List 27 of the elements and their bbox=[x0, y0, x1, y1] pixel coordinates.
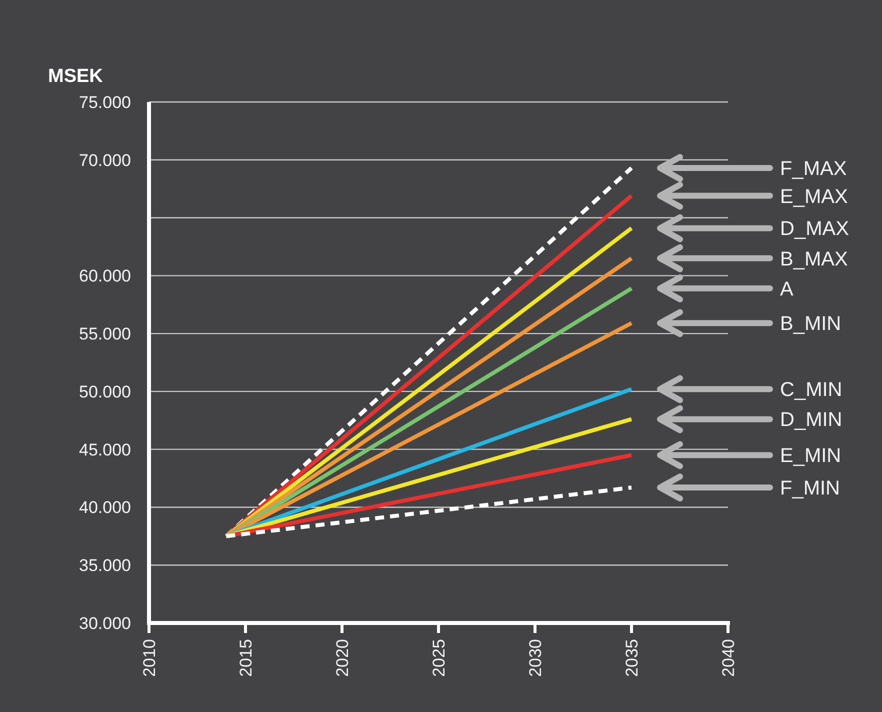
y-tick-label: 35.000 bbox=[79, 556, 131, 576]
y-tick-label: 75.000 bbox=[79, 92, 131, 112]
y-tick-label: 50.000 bbox=[79, 382, 131, 402]
y-tick-label: 70.000 bbox=[79, 150, 131, 170]
x-tick-label: 2020 bbox=[332, 639, 352, 677]
x-tick-label: 2030 bbox=[526, 639, 545, 677]
y-tick-label: 40.000 bbox=[79, 498, 131, 518]
text: F_MIN bbox=[780, 478, 840, 500]
text: D_MAX bbox=[780, 218, 849, 240]
x-tick-label: 2015 bbox=[236, 639, 256, 677]
text: E_MAX bbox=[780, 186, 848, 208]
y-tick-label: 45.000 bbox=[79, 440, 131, 460]
x-tick-label: 2025 bbox=[429, 639, 448, 677]
y-axis-title: MSEK bbox=[48, 66, 104, 87]
y-tick-label: 55.000 bbox=[79, 324, 131, 344]
text: B_MAX bbox=[780, 248, 848, 270]
text: D_MIN bbox=[780, 409, 842, 432]
text: F_MAX bbox=[780, 158, 847, 180]
text: A bbox=[780, 278, 794, 300]
text: B_MIN bbox=[780, 313, 842, 336]
y-tick-label: 30.000 bbox=[79, 614, 131, 633]
y-tick-label: 60.000 bbox=[79, 266, 131, 286]
text: C_MIN bbox=[780, 379, 842, 402]
x-tick-label: 2035 bbox=[622, 639, 642, 677]
x-tick-label: 2010 bbox=[140, 639, 159, 677]
text: E_MIN bbox=[780, 445, 842, 468]
x-tick-label: 2040 bbox=[718, 639, 738, 677]
